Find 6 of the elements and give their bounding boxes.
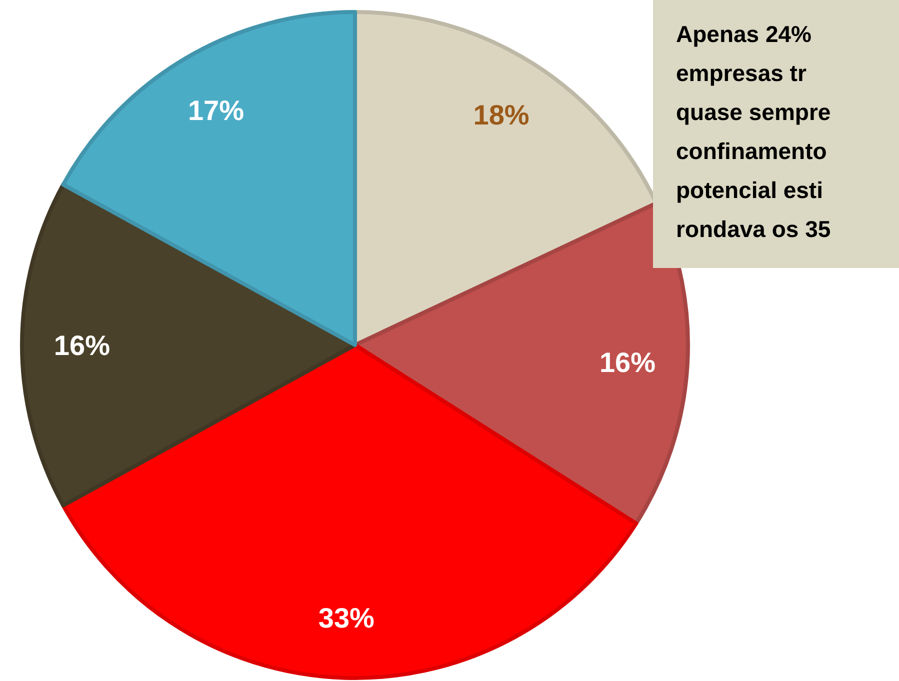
data-label: 33% <box>318 602 375 634</box>
data-label: 16% <box>600 346 656 378</box>
text: Apenas 24% empresas tr quase sempre confinamento potencial esti rondava os 35 <box>676 21 831 242</box>
data-label: 16% <box>54 330 110 361</box>
data-label: 17% <box>188 94 244 126</box>
data-label: 18% <box>473 99 530 130</box>
